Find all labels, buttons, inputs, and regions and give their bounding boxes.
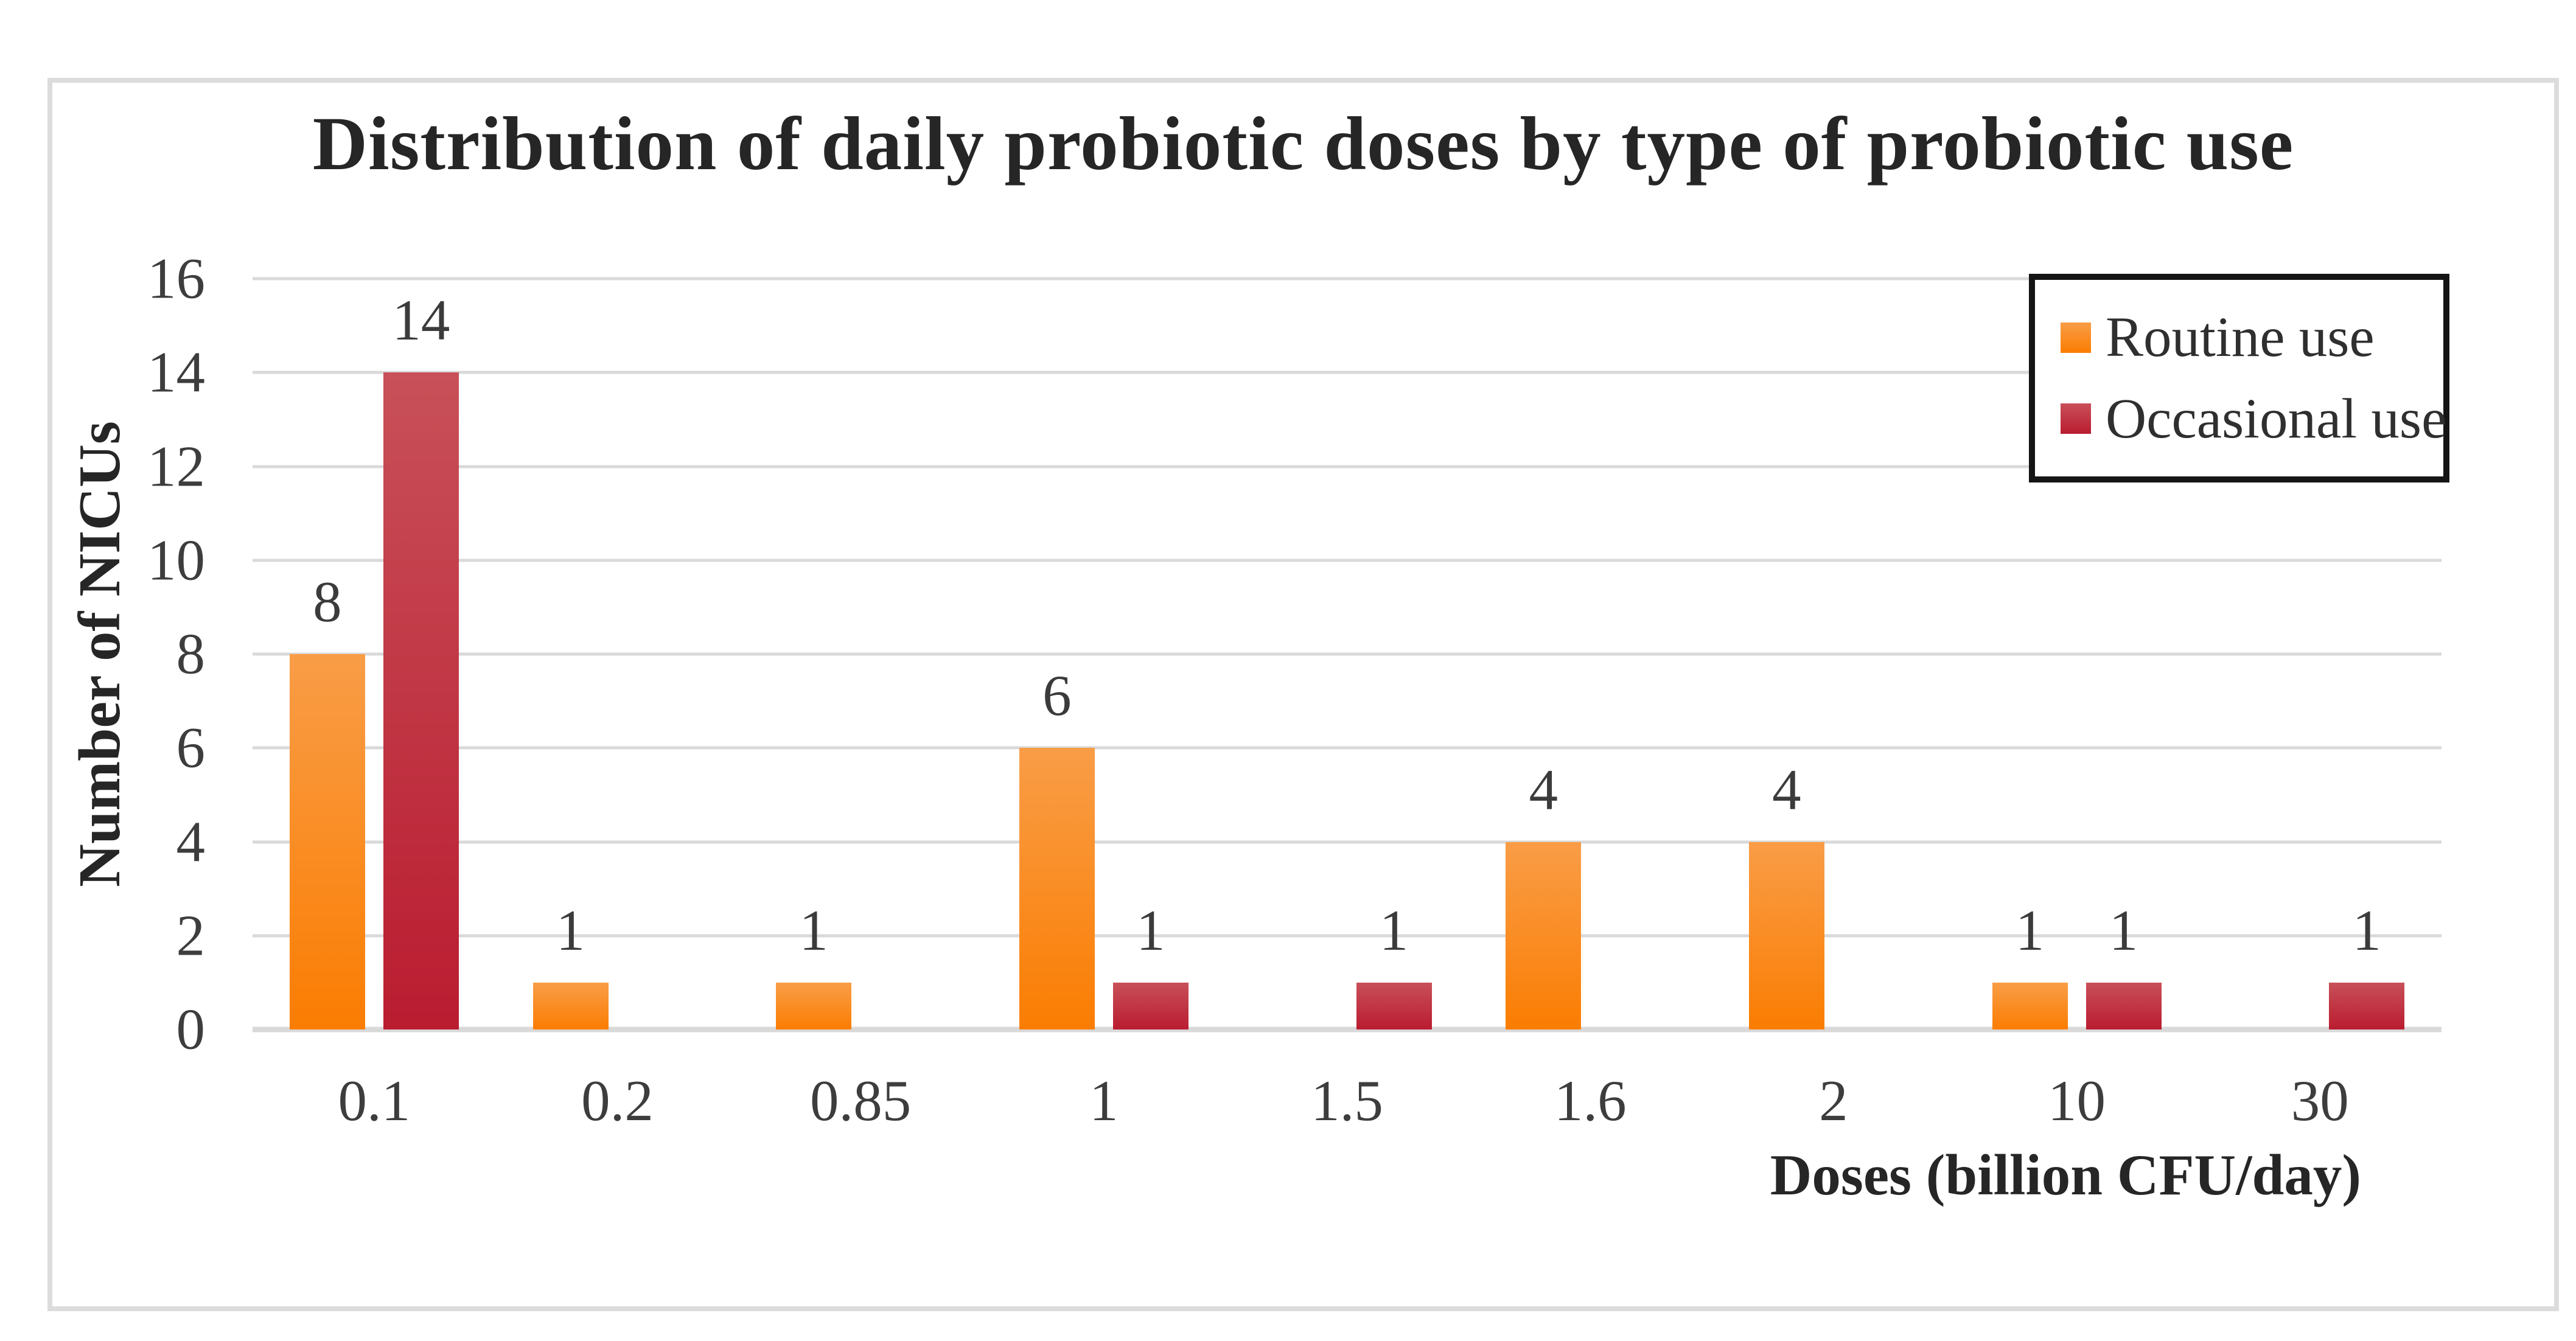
- bar-routine-0.85: 1: [776, 901, 852, 1029]
- y-axis-tick-labels: 0 2 4 6 8 10 12 14 16: [52, 249, 206, 1058]
- bar-group-1.5: 1: [1226, 279, 1469, 1029]
- legend-item-occasional-use: Occasional use: [2061, 391, 2446, 447]
- x-tick-label-30: 30: [2291, 1068, 2349, 1133]
- y-tick-label-4: 4: [176, 809, 206, 874]
- x-tick-label-1.6: 1.6: [1554, 1068, 1627, 1133]
- bar-value-label: 1: [2352, 897, 2381, 963]
- bar-occasional-0.1: 14: [383, 291, 459, 1029]
- bar-slot-0.85-routine: 1: [776, 279, 852, 1029]
- gridline-y-8: [253, 652, 2442, 656]
- bar-value-label: 6: [1042, 663, 1072, 728]
- bar-value-label: 1: [2109, 897, 2138, 963]
- bar-routine-0.1: 8: [289, 573, 365, 1029]
- x-tick-label-0.85: 0.85: [810, 1068, 912, 1133]
- bar-value-label: 8: [313, 569, 342, 634]
- bar-routine-10: 1: [1992, 901, 2068, 1029]
- gridline-y-10: [253, 559, 2442, 562]
- bar-routine-0.2: 1: [532, 901, 609, 1029]
- x-tick-label-0.2: 0.2: [581, 1068, 654, 1133]
- gridline-y-16: [253, 277, 2442, 280]
- gridline-y-4: [253, 840, 2442, 843]
- bar-slot-10-occasional: 1: [2086, 279, 2162, 1029]
- bar-value-label: 1: [799, 897, 828, 963]
- y-tick-label-6: 6: [176, 715, 206, 780]
- legend: Routine use Occasional use: [2029, 274, 2449, 482]
- plot-area: 8 14 1 1 6 1 1 4 4 1 1 1: [253, 277, 2442, 1033]
- bar-value-label: 14: [392, 288, 450, 353]
- bar-groups: 8 14 1 1 6 1 1 4 4 1 1 1: [253, 279, 2442, 1029]
- bar-slot-0.85-occasional: [870, 279, 945, 1029]
- bar-occasional-10: 1: [2086, 901, 2162, 1029]
- gridlines: [253, 277, 2442, 1033]
- legend-item-routine-use: Routine use: [2061, 309, 2437, 366]
- y-tick-label-2: 2: [176, 903, 206, 968]
- bar-occasional-30: 1: [2329, 901, 2405, 1029]
- bar-occasional-1.5: 1: [1356, 901, 1432, 1029]
- bar-slot-2-routine: 4: [1748, 279, 1824, 1029]
- legend-swatch-occasional-use-icon: [2061, 403, 2091, 434]
- bar-group-30: 1: [2198, 279, 2442, 1029]
- gridline-y-0: [253, 1026, 2442, 1033]
- bar-group-0.1: 8 14: [253, 279, 496, 1029]
- x-tick-label-1.5: 1.5: [1311, 1068, 1383, 1133]
- figure-canvas: Distribution of daily probiotic doses by…: [47, 78, 2559, 1311]
- bar-slot-1.6-occasional: [1599, 279, 1675, 1029]
- bar-slot-0.2-occasional: [627, 279, 702, 1029]
- bar-occasional-1: 1: [1112, 901, 1189, 1029]
- y-tick-label-0: 0: [176, 997, 206, 1062]
- bar-slot-2-occasional: [1843, 279, 1918, 1029]
- bar-slot-1.6-routine: 4: [1506, 279, 1582, 1029]
- legend-label-occasional-use: Occasional use: [2106, 387, 2447, 450]
- y-tick-label-10: 10: [147, 528, 205, 593]
- bar-value-label: 1: [2015, 897, 2045, 963]
- gridline-y-6: [253, 746, 2442, 750]
- x-axis-tick-labels: 0.1 0.2 0.85 1 1.5 1.6 2 10 30: [253, 1066, 2442, 1145]
- bar-value-label: 4: [1772, 757, 1801, 822]
- bar-slot-0.2-routine: 1: [532, 279, 609, 1029]
- gridline-y-14: [253, 371, 2442, 374]
- bar-slot-0.1-occasional: 14: [383, 279, 459, 1029]
- y-tick-label-16: 16: [147, 246, 205, 311]
- bar-slot-1-routine: 6: [1019, 279, 1095, 1029]
- x-tick-label-1: 1: [1089, 1068, 1119, 1133]
- bar-group-0.85: 1: [739, 279, 982, 1029]
- bar-slot-1-occasional: 1: [1112, 279, 1189, 1029]
- bar-slot-10-routine: 1: [1992, 279, 2068, 1029]
- x-tick-label-10: 10: [2048, 1068, 2106, 1133]
- chart-title: Distribution of daily probiotic doses by…: [312, 102, 2294, 186]
- bar-routine-1.6: 4: [1506, 761, 1582, 1029]
- gridline-y-2: [253, 934, 2442, 938]
- y-tick-label-12: 12: [147, 434, 205, 498]
- bar-group-0.2: 1: [496, 279, 739, 1029]
- bar-routine-2: 4: [1748, 761, 1824, 1029]
- bar-slot-1.5-routine: [1263, 279, 1338, 1029]
- y-tick-label-8: 8: [176, 621, 206, 686]
- legend-label-routine-use: Routine use: [2106, 306, 2375, 369]
- bar-slot-1.5-occasional: 1: [1356, 279, 1432, 1029]
- legend-swatch-routine-use-icon: [2061, 322, 2091, 353]
- x-axis-title: Doses (billion CFU/day): [1770, 1143, 2361, 1207]
- bar-slot-30-occasional: 1: [2329, 279, 2405, 1029]
- x-tick-label-2: 2: [1819, 1068, 1848, 1133]
- gridline-y-12: [253, 465, 2442, 468]
- bar-value-label: 4: [1529, 757, 1558, 822]
- bar-group-1.6: 4: [1468, 279, 1712, 1029]
- y-tick-label-14: 14: [147, 340, 205, 405]
- bar-group-2: 4: [1712, 279, 1955, 1029]
- bar-value-label: 1: [1136, 897, 1165, 963]
- bar-value-label: 1: [556, 897, 585, 963]
- bar-slot-0.1-routine: 8: [289, 279, 365, 1029]
- bar-value-label: 1: [1379, 897, 1409, 963]
- bar-routine-1: 6: [1019, 667, 1095, 1029]
- x-tick-label-0.1: 0.1: [338, 1068, 411, 1133]
